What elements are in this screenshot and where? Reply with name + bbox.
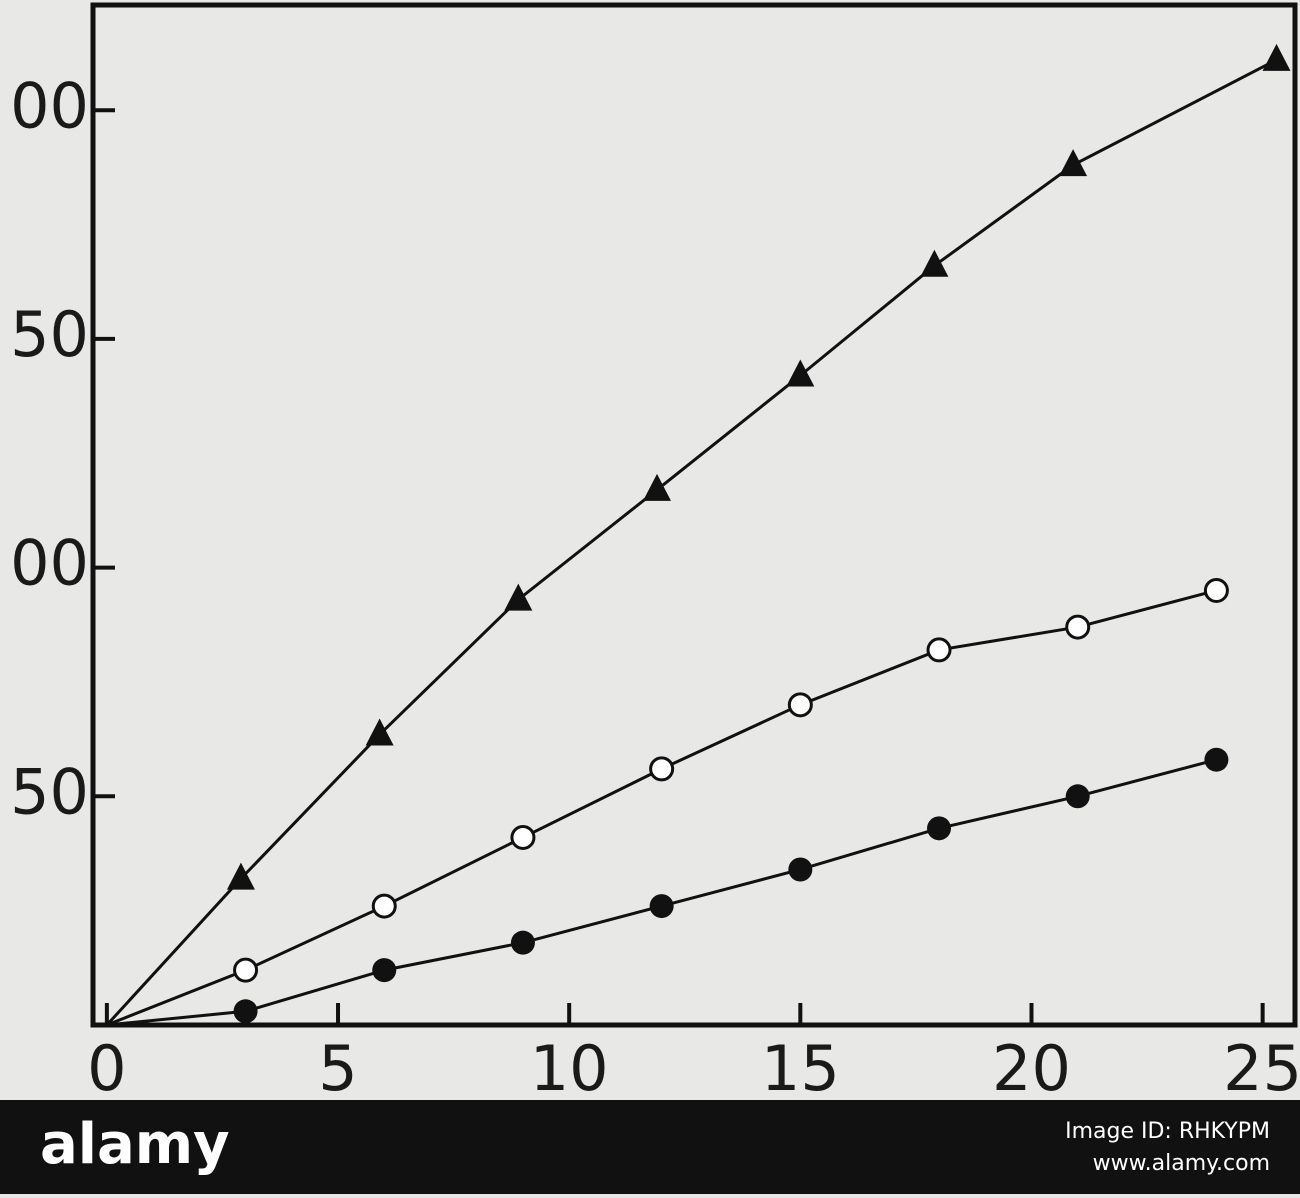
open-circle-marker: [926, 637, 952, 663]
open-circle-marker: [787, 692, 813, 718]
filled-circle-marker: [1204, 747, 1229, 772]
watermark-bar: [0, 1100, 1300, 1194]
triangle-marker: [643, 473, 672, 501]
triangle-marker: [365, 718, 394, 746]
filled-circle-marker: [649, 894, 674, 919]
triangle-marker: [226, 862, 255, 890]
x-tick-label: 5: [318, 1032, 357, 1105]
triangle-marker: [504, 583, 533, 611]
x-tick-label: 15: [761, 1032, 840, 1105]
open-circle-marker: [649, 756, 675, 782]
y-tick-label: 50: [10, 298, 89, 371]
triangle-marker: [1059, 149, 1088, 177]
open-circle-marker: [1203, 577, 1229, 603]
plot-frame: [90, 2, 1298, 1028]
y-tick-label: 00: [10, 69, 89, 142]
filled-circle-marker: [233, 999, 258, 1024]
filled-circle-marker: [788, 857, 813, 882]
filled-circle-marker: [1065, 784, 1090, 809]
x-tick-label: 0: [87, 1032, 126, 1105]
watermark-id: Image ID: RHKYPM: [1065, 1119, 1270, 1144]
triangle-marker: [786, 359, 815, 387]
watermark-site: www.alamy.com: [1093, 1151, 1270, 1176]
watermark-brand: alamy: [40, 1112, 230, 1177]
y-tick-label: 00: [10, 527, 89, 600]
filled-circle-marker: [927, 816, 952, 841]
y-tick-label: 50: [10, 755, 89, 828]
x-tick-label: 10: [530, 1032, 609, 1105]
open-circle-marker: [510, 824, 536, 850]
open-circle-marker: [1065, 614, 1091, 640]
x-tick-label: 25: [1223, 1032, 1300, 1105]
open-circle-marker: [371, 893, 397, 919]
filled-circle-marker: [372, 958, 397, 983]
filled-circle-marker: [510, 930, 535, 955]
triangle-marker: [1262, 43, 1291, 71]
page-background: [0, 0, 1300, 1100]
open-circle-marker: [233, 957, 259, 983]
x-tick-label: 20: [992, 1032, 1071, 1105]
triangle-marker: [920, 249, 949, 277]
